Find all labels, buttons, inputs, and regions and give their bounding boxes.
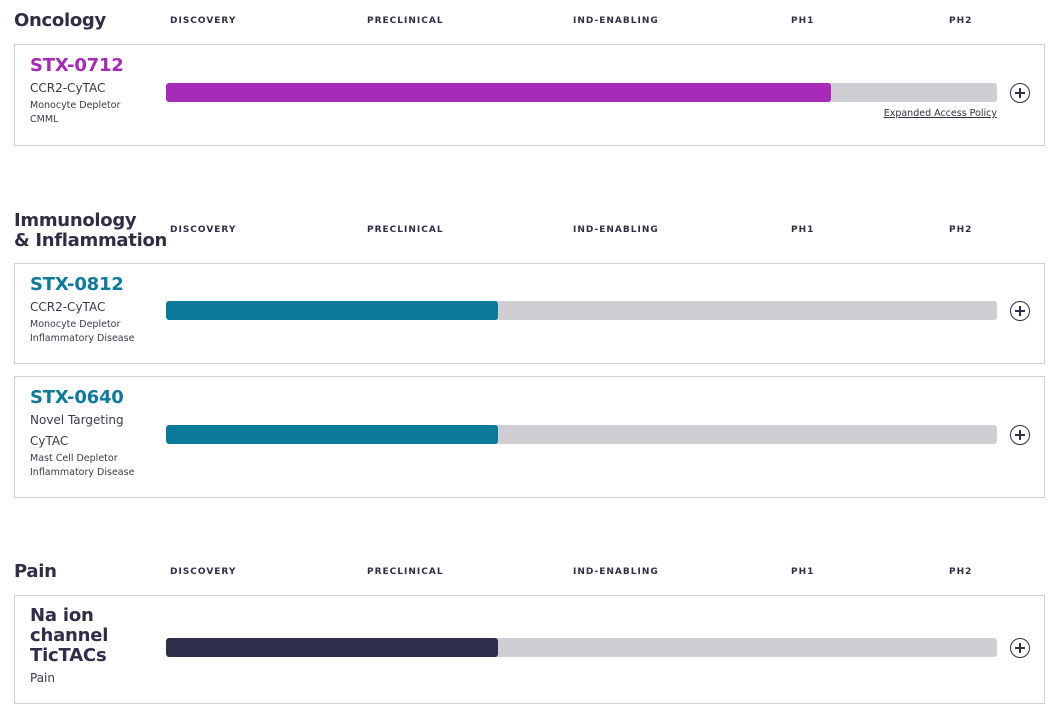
section-title-line: & Inflammation xyxy=(14,230,168,251)
program-code-line: channel xyxy=(30,625,109,646)
progress-fill xyxy=(166,638,499,657)
program-mechanism: Mast Cell Depletor xyxy=(30,453,118,464)
program-target-line: CyTAC xyxy=(30,434,69,448)
plus-circle-icon[interactable] xyxy=(1010,425,1030,445)
stage-label-preclinical: PRECLINICAL xyxy=(367,567,444,577)
section-title: Pain xyxy=(14,561,57,582)
progress-track xyxy=(166,301,997,320)
progress-fill xyxy=(166,83,831,102)
program-code: STX-0640 xyxy=(30,387,124,408)
program-card-na-ion-channel: Na ion channel TicTACs Pain xyxy=(14,595,1045,704)
progress-track xyxy=(166,638,997,657)
expanded-access-policy-link[interactable]: Expanded Access Policy xyxy=(883,108,997,119)
stage-label-ph2: PH2 xyxy=(949,567,973,577)
program-indication: CMML xyxy=(30,114,59,125)
section-header: Oncology DISCOVERY PRECLINICAL IND-ENABL… xyxy=(0,0,1052,40)
progress-track xyxy=(166,83,997,102)
plus-circle-icon[interactable] xyxy=(1010,301,1030,321)
stage-label-ph2: PH2 xyxy=(949,225,973,235)
plus-circle-icon[interactable] xyxy=(1010,638,1030,658)
plus-circle-icon[interactable] xyxy=(1010,83,1030,103)
progress-fill xyxy=(166,301,499,320)
program-target: CCR2-CyTAC xyxy=(30,81,106,95)
oncology-section: Oncology DISCOVERY PRECLINICAL IND-ENABL… xyxy=(0,0,1052,40)
stage-label-ph2: PH2 xyxy=(949,16,973,26)
program-mechanism: Monocyte Depletor xyxy=(30,319,121,330)
program-indication: Inflammatory Disease xyxy=(30,333,135,344)
program-code-line: Na ion xyxy=(30,605,94,626)
section-header: Immunology & Inflammation DISCOVERY PREC… xyxy=(0,209,1052,251)
program-info: STX-0712 CCR2-CyTAC Monocyte Depletor CM… xyxy=(30,55,170,127)
stage-label-discovery: DISCOVERY xyxy=(170,16,237,26)
stage-label-discovery: DISCOVERY xyxy=(170,225,237,235)
program-target: CCR2-CyTAC xyxy=(30,300,106,314)
program-indication: Pain xyxy=(30,671,55,685)
stage-label-preclinical: PRECLINICAL xyxy=(367,16,444,26)
section-title-line: Immunology xyxy=(14,210,137,231)
section-title: Oncology xyxy=(14,10,106,31)
stage-label-ind-enabling: IND-ENABLING xyxy=(573,16,659,26)
stage-label-ind-enabling: IND-ENABLING xyxy=(573,225,659,235)
program-code: STX-0712 xyxy=(30,55,124,76)
progress-track xyxy=(166,425,997,444)
stage-label-ind-enabling: IND-ENABLING xyxy=(573,567,659,577)
program-code: STX-0812 xyxy=(30,274,124,295)
stage-label-discovery: DISCOVERY xyxy=(170,567,237,577)
stage-label-preclinical: PRECLINICAL xyxy=(367,225,444,235)
program-code-line: TicTACs xyxy=(30,645,107,666)
program-code: Na ion channel TicTACs xyxy=(30,606,170,666)
section-title: Immunology & Inflammation xyxy=(14,211,167,251)
program-target: Novel Targeting CyTAC xyxy=(30,410,170,452)
program-info: STX-0812 CCR2-CyTAC Monocyte Depletor In… xyxy=(30,274,170,346)
program-card-stx-0812: STX-0812 CCR2-CyTAC Monocyte Depletor In… xyxy=(14,263,1045,364)
program-info: Na ion channel TicTACs Pain xyxy=(30,606,170,689)
pain-section: Pain DISCOVERY PRECLINICAL IND-ENABLING … xyxy=(0,551,1052,591)
program-info: STX-0640 Novel Targeting CyTAC Mast Cell… xyxy=(30,387,170,480)
stage-label-ph1: PH1 xyxy=(791,225,815,235)
program-mechanism: Monocyte Depletor xyxy=(30,100,121,111)
program-card-stx-0640: STX-0640 Novel Targeting CyTAC Mast Cell… xyxy=(14,376,1045,498)
stage-label-ph1: PH1 xyxy=(791,16,815,26)
stage-label-ph1: PH1 xyxy=(791,567,815,577)
program-card-stx-0712: STX-0712 CCR2-CyTAC Monocyte Depletor CM… xyxy=(14,44,1045,146)
immunology-section: Immunology & Inflammation DISCOVERY PREC… xyxy=(0,209,1052,251)
program-indication: Inflammatory Disease xyxy=(30,467,135,478)
section-header: Pain DISCOVERY PRECLINICAL IND-ENABLING … xyxy=(0,551,1052,591)
program-target-line: Novel Targeting xyxy=(30,413,124,427)
progress-fill xyxy=(166,425,499,444)
